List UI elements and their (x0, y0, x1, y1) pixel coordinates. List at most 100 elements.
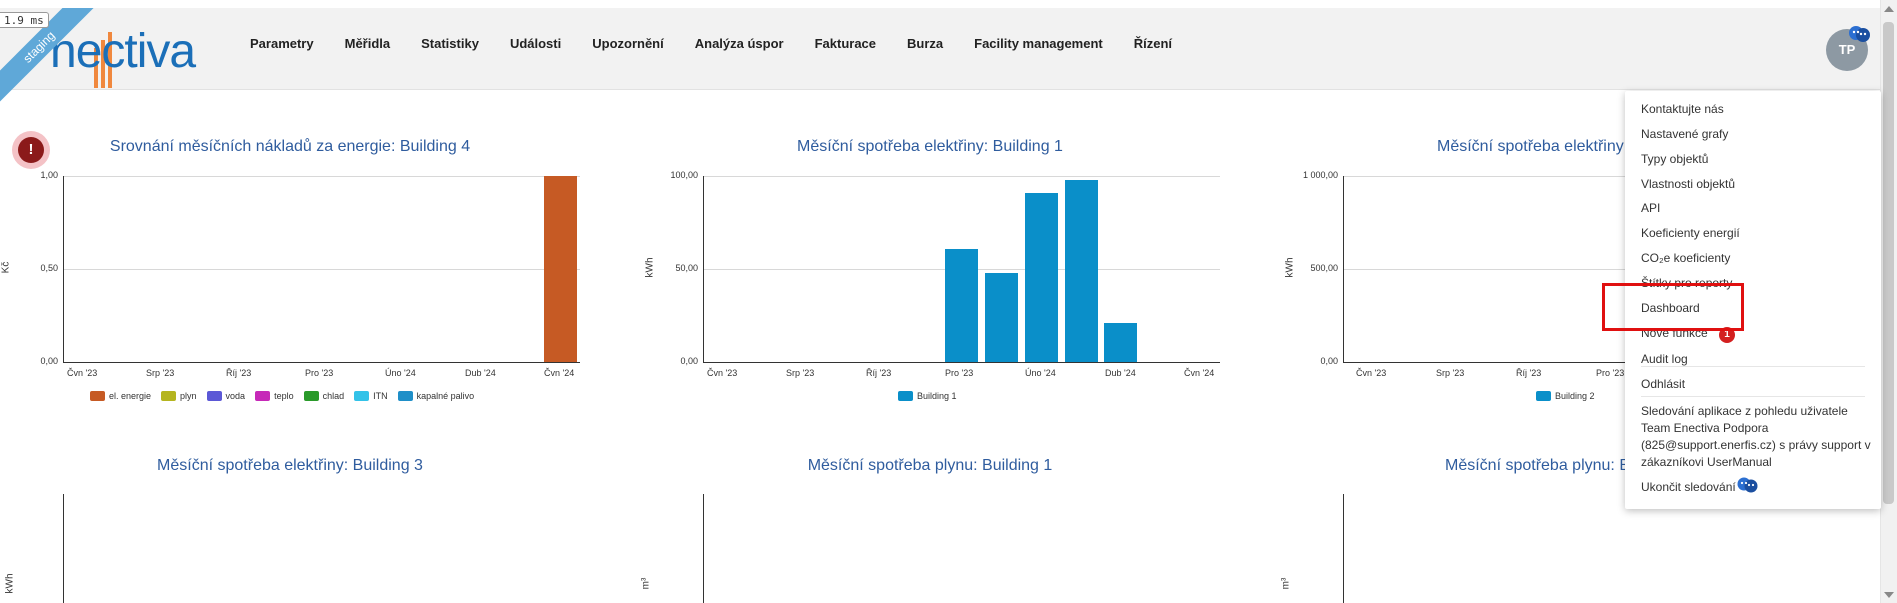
x-tick-label: Úno '24 (385, 368, 416, 378)
legend-item[interactable]: ITN (354, 391, 388, 401)
nav-item-6[interactable]: Fakturace (814, 36, 877, 51)
y-tick-label: 0,00 (40, 356, 58, 366)
chart-title: Měsíční spotřeba plynu: Building 1 (807, 457, 1053, 474)
legend-label: chlad (322, 391, 345, 401)
nav-item-4[interactable]: Upozornění (592, 36, 664, 51)
menu-item-11[interactable]: Odhlásit (1641, 377, 1686, 391)
chart-bar[interactable] (985, 273, 1018, 362)
legend-swatch (161, 391, 177, 401)
legend-item[interactable]: Building 2 (1536, 391, 1595, 401)
menu-item-10[interactable]: Audit log (1641, 352, 1688, 366)
x-tick-label: Srp '23 (1436, 368, 1465, 378)
x-tick-label: Pro '23 (1596, 368, 1625, 378)
x-tick-label: Čvn '23 (67, 368, 98, 378)
menu-item-8[interactable]: Dashboard (1641, 301, 1700, 315)
legend-label: ITN (373, 391, 388, 401)
menu-item-4[interactable]: API (1641, 201, 1661, 215)
annotation-highlight-box (1602, 283, 1744, 331)
y-axis-label: m³ (640, 577, 652, 590)
nav-item-9[interactable]: Řízení (1133, 36, 1173, 51)
timing-badge: 1.9 ms (0, 12, 49, 28)
legend-label: Building 1 (917, 391, 957, 401)
x-tick-label: Čvn '23 (707, 368, 738, 378)
x-tick-label: Srp '23 (146, 368, 175, 378)
x-tick-label: Čvn '24 (544, 368, 575, 378)
nav-item-5[interactable]: Analýza úspor (694, 36, 784, 51)
nav-item-3[interactable]: Události (509, 36, 562, 51)
nav-item-1[interactable]: Měřidla (344, 36, 391, 51)
legend-label: el. energie (109, 391, 152, 401)
y-axis-label: kWh (4, 573, 16, 594)
legend-item[interactable]: el. energie (90, 391, 151, 401)
chart-bar[interactable] (945, 249, 978, 362)
nav-item-0[interactable]: Parametry (250, 36, 314, 51)
x-tick-label: Čvn '23 (1356, 368, 1387, 378)
gridline (1343, 269, 1863, 270)
legend-item[interactable]: kapalné palivo (397, 391, 475, 401)
nav-item-8[interactable]: Facility management (974, 36, 1103, 51)
menu-item-6[interactable]: CO₂e koeficienty (1641, 251, 1731, 265)
x-axis-line (1343, 362, 1863, 363)
new-features-badge: 1 (1719, 327, 1735, 343)
masks-icon (1737, 476, 1759, 499)
y-axis-line (703, 494, 704, 603)
chart-bar[interactable] (1065, 180, 1098, 362)
legend-label: voda (225, 391, 246, 401)
chart-legend: Building 1 (898, 391, 967, 401)
chart-title: Srovnání měsíčních nákladů za energie: B… (109, 138, 471, 155)
legend-label: teplo (274, 391, 294, 401)
menu-item-2[interactable]: Typy objektů (1641, 152, 1709, 166)
y-axis-label: m³ (1280, 577, 1292, 590)
x-tick-label: Říj '23 (226, 368, 252, 378)
gridline (703, 176, 1220, 177)
menu-item-0[interactable]: Kontaktujte nás (1641, 102, 1724, 116)
scrollbar-thumb[interactable] (1883, 22, 1894, 504)
x-tick-label: Úno '24 (1025, 368, 1056, 378)
legend-item[interactable]: plyn (161, 391, 197, 401)
scroll-down-arrow-icon[interactable] (1884, 592, 1894, 598)
y-tick-label: 1 000,00 (1302, 170, 1338, 180)
top-navbar (0, 8, 1880, 90)
nav-item-2[interactable]: Statistiky (421, 36, 479, 51)
y-tick-label: 50,00 (675, 263, 698, 273)
nav-item-7[interactable]: Burza (907, 36, 944, 51)
legend-swatch (255, 391, 271, 401)
menu-separator (1641, 366, 1865, 367)
error-indicator-icon[interactable]: ! (12, 131, 50, 169)
y-axis-line (703, 176, 704, 362)
y-axis-label: kWh (1284, 257, 1296, 278)
legend-item[interactable]: voda (206, 391, 246, 401)
y-tick-label: 0,50 (40, 263, 58, 273)
y-axis-line (63, 176, 64, 362)
chart-legend: Building 2 (1536, 391, 1605, 401)
legend-swatch (898, 391, 913, 401)
legend-item[interactable]: teplo (255, 391, 294, 401)
menu-separator (1641, 396, 1865, 397)
user-menu-dropdown: Kontaktujte nás Nastavené grafy Typy objek… (1625, 91, 1881, 509)
chart-bar[interactable] (544, 176, 577, 362)
y-tick-label: 500,00 (1310, 263, 1338, 273)
main-nav: Parametry Měřidla Statistiky Události Upozor… (250, 36, 1203, 51)
legend-swatch (397, 391, 413, 401)
legend-item[interactable]: chlad (303, 391, 345, 401)
y-axis-label: kWh (644, 257, 656, 278)
chart-title: Měsíční spotřeba elektřiny: Building 3 (157, 457, 423, 474)
exclamation-icon: ! (18, 137, 44, 163)
x-tick-label: Dub '24 (1105, 368, 1136, 378)
x-tick-label: Dub '24 (465, 368, 496, 378)
legend-item[interactable]: Building 1 (898, 391, 957, 401)
scroll-up-arrow-icon[interactable] (1884, 6, 1894, 12)
menu-item-1[interactable]: Nastavené grafy (1641, 127, 1729, 141)
y-axis-line (1343, 494, 1344, 603)
y-tick-label: 0,00 (680, 356, 698, 366)
menu-item-5[interactable]: Koeficienty energií (1641, 226, 1740, 240)
legend-label: kapalné palivo (416, 391, 475, 401)
menu-item-3[interactable]: Vlastnosti objektů (1641, 177, 1736, 191)
stop-impersonation-link[interactable]: Ukončit sledování (1641, 480, 1736, 494)
legend-label: Building 2 (1555, 391, 1595, 401)
logo-mark-icon (94, 32, 112, 88)
gridline (63, 176, 580, 177)
enectiva-logo[interactable]: nectiva (30, 24, 210, 88)
chart-bar[interactable] (1025, 193, 1058, 362)
chart-bar[interactable] (1104, 323, 1137, 362)
